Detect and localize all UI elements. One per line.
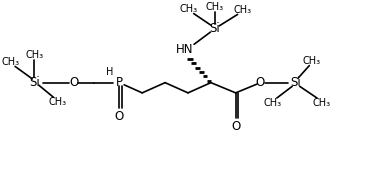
Text: CH₃: CH₃: [25, 50, 43, 60]
Text: O: O: [256, 76, 265, 89]
Text: O: O: [115, 110, 124, 123]
Text: H: H: [106, 67, 114, 77]
Text: Si: Si: [291, 76, 301, 89]
Text: CH₃: CH₃: [206, 2, 224, 12]
Text: CH₃: CH₃: [49, 97, 67, 107]
Text: CH₃: CH₃: [2, 57, 19, 67]
Text: CH₃: CH₃: [303, 56, 321, 66]
Text: O: O: [69, 76, 78, 89]
Text: HN: HN: [176, 43, 194, 56]
Text: P: P: [116, 76, 123, 89]
Text: CH₃: CH₃: [263, 98, 281, 108]
Text: Si: Si: [209, 22, 220, 35]
Text: O: O: [231, 120, 240, 133]
Text: CH₃: CH₃: [233, 5, 251, 15]
Text: CH₃: CH₃: [313, 98, 331, 108]
Text: CH₃: CH₃: [180, 4, 198, 14]
Text: Si: Si: [29, 76, 40, 89]
